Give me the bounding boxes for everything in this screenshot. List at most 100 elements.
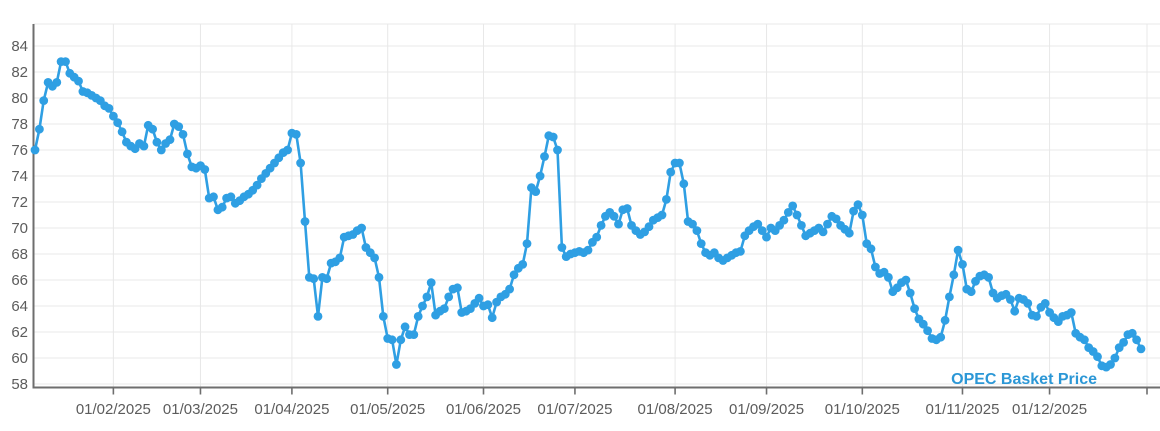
- data-point[interactable]: [905, 288, 915, 298]
- data-point[interactable]: [217, 202, 227, 212]
- data-point[interactable]: [200, 165, 210, 174]
- data-point[interactable]: [283, 145, 292, 155]
- data-point[interactable]: [509, 270, 519, 280]
- data-point[interactable]: [1006, 295, 1015, 304]
- data-point[interactable]: [418, 301, 427, 311]
- data-point[interactable]: [609, 211, 619, 221]
- data-point[interactable]: [165, 135, 175, 145]
- data-point[interactable]: [291, 130, 301, 139]
- data-point[interactable]: [666, 167, 676, 177]
- data-point[interactable]: [313, 312, 323, 321]
- data-point[interactable]: [688, 219, 697, 229]
- data-point[interactable]: [1136, 344, 1146, 354]
- data-point[interactable]: [396, 335, 406, 345]
- data-point[interactable]: [387, 335, 397, 345]
- data-point[interactable]: [949, 270, 959, 280]
- data-point[interactable]: [675, 158, 684, 168]
- data-point[interactable]: [797, 221, 806, 230]
- data-point[interactable]: [309, 274, 319, 284]
- data-point[interactable]: [857, 210, 867, 220]
- data-point[interactable]: [583, 245, 593, 255]
- data-point[interactable]: [901, 275, 911, 285]
- data-point[interactable]: [592, 232, 602, 242]
- data-point[interactable]: [378, 312, 388, 321]
- data-point[interactable]: [753, 219, 763, 229]
- data-point[interactable]: [548, 132, 558, 142]
- data-point[interactable]: [853, 200, 863, 210]
- data-point[interactable]: [335, 253, 345, 263]
- data-point[interactable]: [505, 284, 514, 294]
- data-point[interactable]: [553, 145, 562, 155]
- data-point[interactable]: [844, 228, 854, 238]
- data-point[interactable]: [39, 96, 49, 105]
- data-point[interactable]: [557, 243, 567, 252]
- data-point[interactable]: [226, 192, 236, 202]
- data-point[interactable]: [61, 57, 70, 66]
- data-point[interactable]: [696, 239, 706, 249]
- data-point[interactable]: [1032, 312, 1041, 321]
- data-point[interactable]: [866, 244, 876, 254]
- data-point[interactable]: [409, 330, 419, 339]
- data-point[interactable]: [374, 273, 384, 282]
- data-point[interactable]: [487, 313, 497, 323]
- data-point[interactable]: [30, 145, 40, 155]
- data-point[interactable]: [757, 226, 767, 236]
- data-point[interactable]: [953, 245, 963, 255]
- data-point[interactable]: [783, 208, 793, 217]
- data-point[interactable]: [300, 217, 310, 226]
- data-point[interactable]: [109, 111, 118, 121]
- data-point[interactable]: [792, 210, 802, 220]
- data-point[interactable]: [923, 326, 932, 336]
- data-point[interactable]: [74, 76, 83, 86]
- data-point[interactable]: [370, 253, 379, 263]
- data-point[interactable]: [1010, 306, 1020, 316]
- data-point[interactable]: [596, 221, 606, 230]
- data-point[interactable]: [823, 219, 832, 229]
- data-point[interactable]: [117, 127, 127, 137]
- data-point[interactable]: [453, 283, 462, 293]
- data-point[interactable]: [400, 322, 410, 332]
- data-point[interactable]: [945, 292, 954, 302]
- data-point[interactable]: [818, 227, 828, 237]
- data-point[interactable]: [422, 292, 432, 302]
- data-point[interactable]: [139, 141, 149, 151]
- data-point[interactable]: [357, 223, 366, 233]
- data-point[interactable]: [1132, 335, 1141, 345]
- data-point[interactable]: [1127, 328, 1137, 338]
- data-point[interactable]: [910, 304, 919, 313]
- data-point[interactable]: [940, 315, 950, 325]
- data-point[interactable]: [183, 149, 192, 159]
- data-point[interactable]: [444, 292, 454, 302]
- data-point[interactable]: [483, 300, 493, 310]
- data-point[interactable]: [622, 204, 632, 213]
- data-point[interactable]: [662, 195, 671, 204]
- data-point[interactable]: [35, 124, 44, 134]
- data-point[interactable]: [884, 273, 893, 282]
- data-point[interactable]: [871, 262, 880, 272]
- data-point[interactable]: [413, 312, 423, 321]
- data-point[interactable]: [252, 180, 262, 190]
- data-point[interactable]: [1023, 299, 1033, 308]
- data-point[interactable]: [518, 260, 528, 269]
- data-point[interactable]: [152, 137, 162, 147]
- data-point[interactable]: [296, 158, 305, 168]
- data-point[interactable]: [113, 118, 123, 128]
- data-point[interactable]: [788, 201, 798, 211]
- data-point[interactable]: [779, 215, 789, 225]
- data-point[interactable]: [1119, 338, 1128, 347]
- data-point[interactable]: [439, 304, 449, 313]
- data-point[interactable]: [1080, 335, 1089, 345]
- data-point[interactable]: [644, 222, 654, 232]
- data-point[interactable]: [474, 293, 484, 303]
- data-point[interactable]: [522, 239, 532, 249]
- data-point[interactable]: [156, 145, 166, 155]
- data-point[interactable]: [174, 122, 184, 131]
- data-point[interactable]: [1066, 308, 1076, 317]
- data-point[interactable]: [426, 278, 436, 287]
- data-point[interactable]: [762, 232, 771, 242]
- data-point[interactable]: [984, 273, 993, 282]
- data-point[interactable]: [692, 226, 702, 236]
- data-point[interactable]: [148, 124, 158, 134]
- data-point[interactable]: [966, 287, 976, 297]
